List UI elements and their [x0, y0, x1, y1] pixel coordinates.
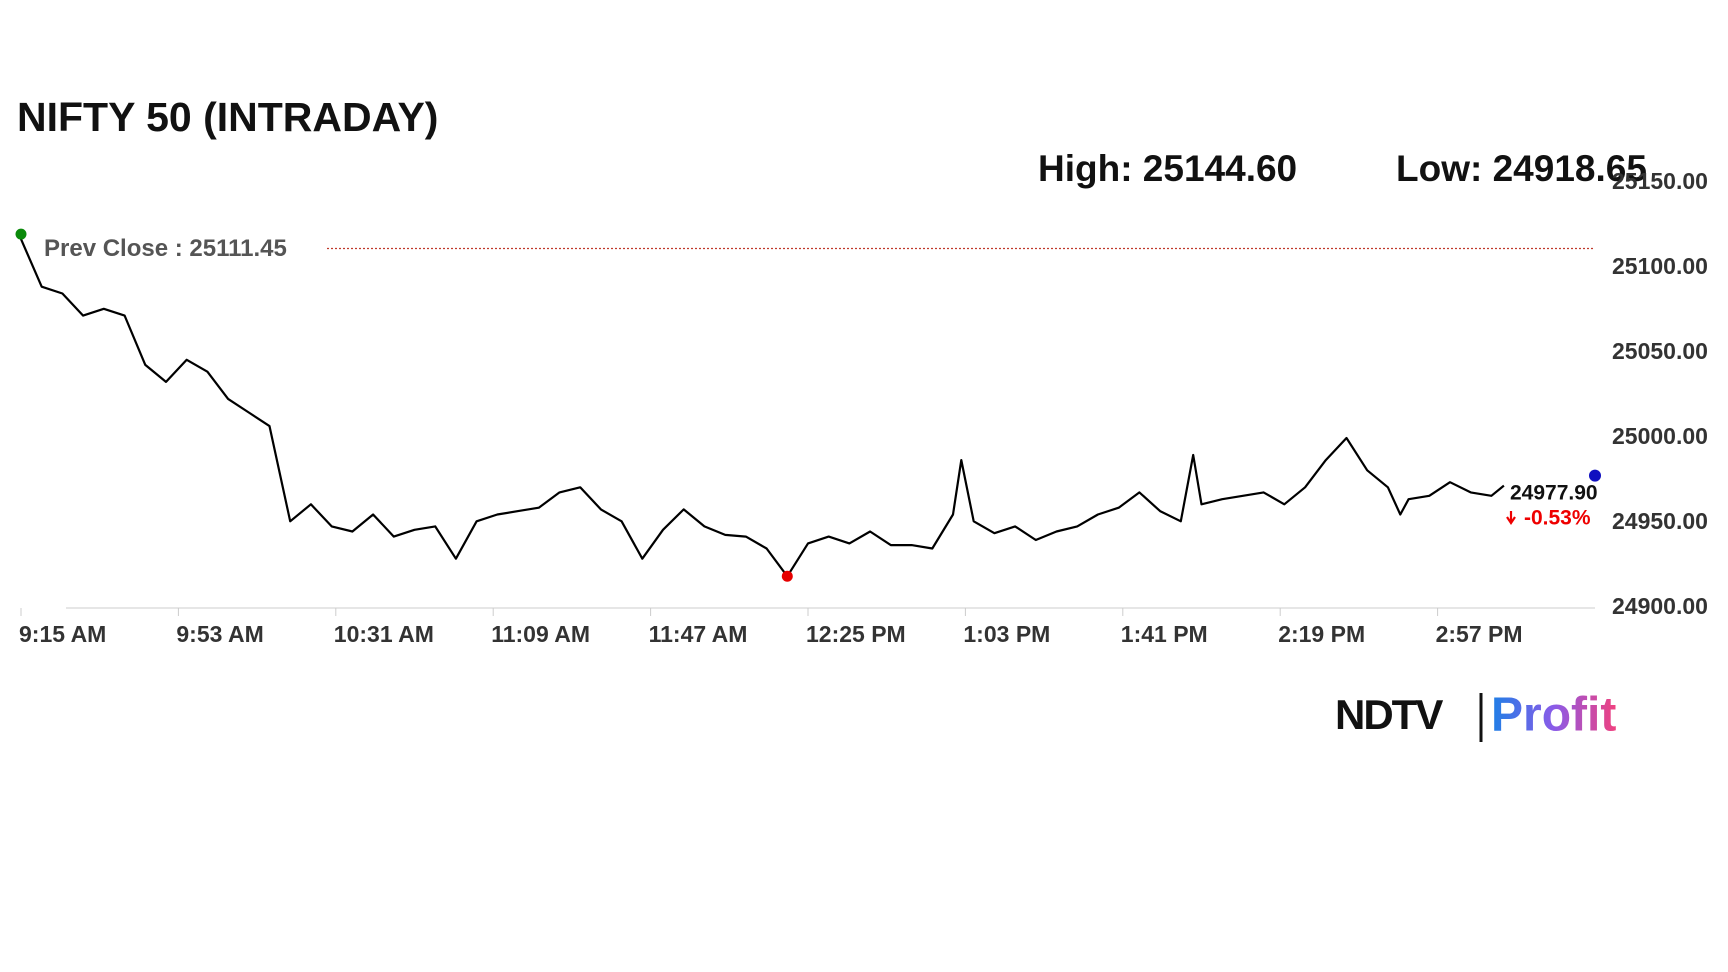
last-price-label: 24977.90: [1510, 482, 1598, 505]
x-tick-label: 1:41 PM: [1121, 621, 1208, 647]
last-marker: [1589, 469, 1601, 482]
y-tick-label: 25100.00: [1612, 253, 1708, 279]
x-tick-label: 11:47 AM: [649, 621, 748, 647]
x-tick-label: 10:31 AM: [334, 621, 434, 647]
y-tick-label: 24950.00: [1612, 508, 1708, 534]
logo-ndtv: NDTV: [1335, 691, 1443, 738]
low-marker: [781, 570, 793, 582]
x-tick-label: 2:57 PM: [1436, 621, 1523, 647]
prev-close-label: Prev Close : 25111.45: [44, 235, 287, 262]
y-tick-label: 25150.00: [1612, 168, 1708, 194]
high-text: High: 25144.60: [1038, 148, 1297, 189]
y-tick-label: 24900.00: [1612, 593, 1708, 619]
x-tick-label: 9:15 AM: [19, 621, 106, 647]
x-tick-label: 9:53 AM: [176, 621, 263, 647]
x-tick-label: 12:25 PM: [806, 621, 906, 647]
chart-title: NIFTY 50 (INTRADAY): [17, 94, 438, 140]
x-tick-label: 11:09 AM: [491, 621, 590, 647]
change-label: -0.53%: [1524, 507, 1591, 530]
logo-profit: Profit: [1491, 689, 1616, 742]
down-arrow: [1506, 511, 1516, 525]
y-tick-label: 25050.00: [1612, 338, 1708, 364]
x-tick-label: 2:19 PM: [1278, 621, 1365, 647]
x-tick-label: 1:03 PM: [963, 621, 1050, 647]
price-line: [19, 238, 1505, 578]
y-tick-label: 25000.00: [1612, 423, 1708, 449]
low-text: Low: 24918.65: [1396, 148, 1647, 189]
open-marker: [15, 228, 27, 240]
